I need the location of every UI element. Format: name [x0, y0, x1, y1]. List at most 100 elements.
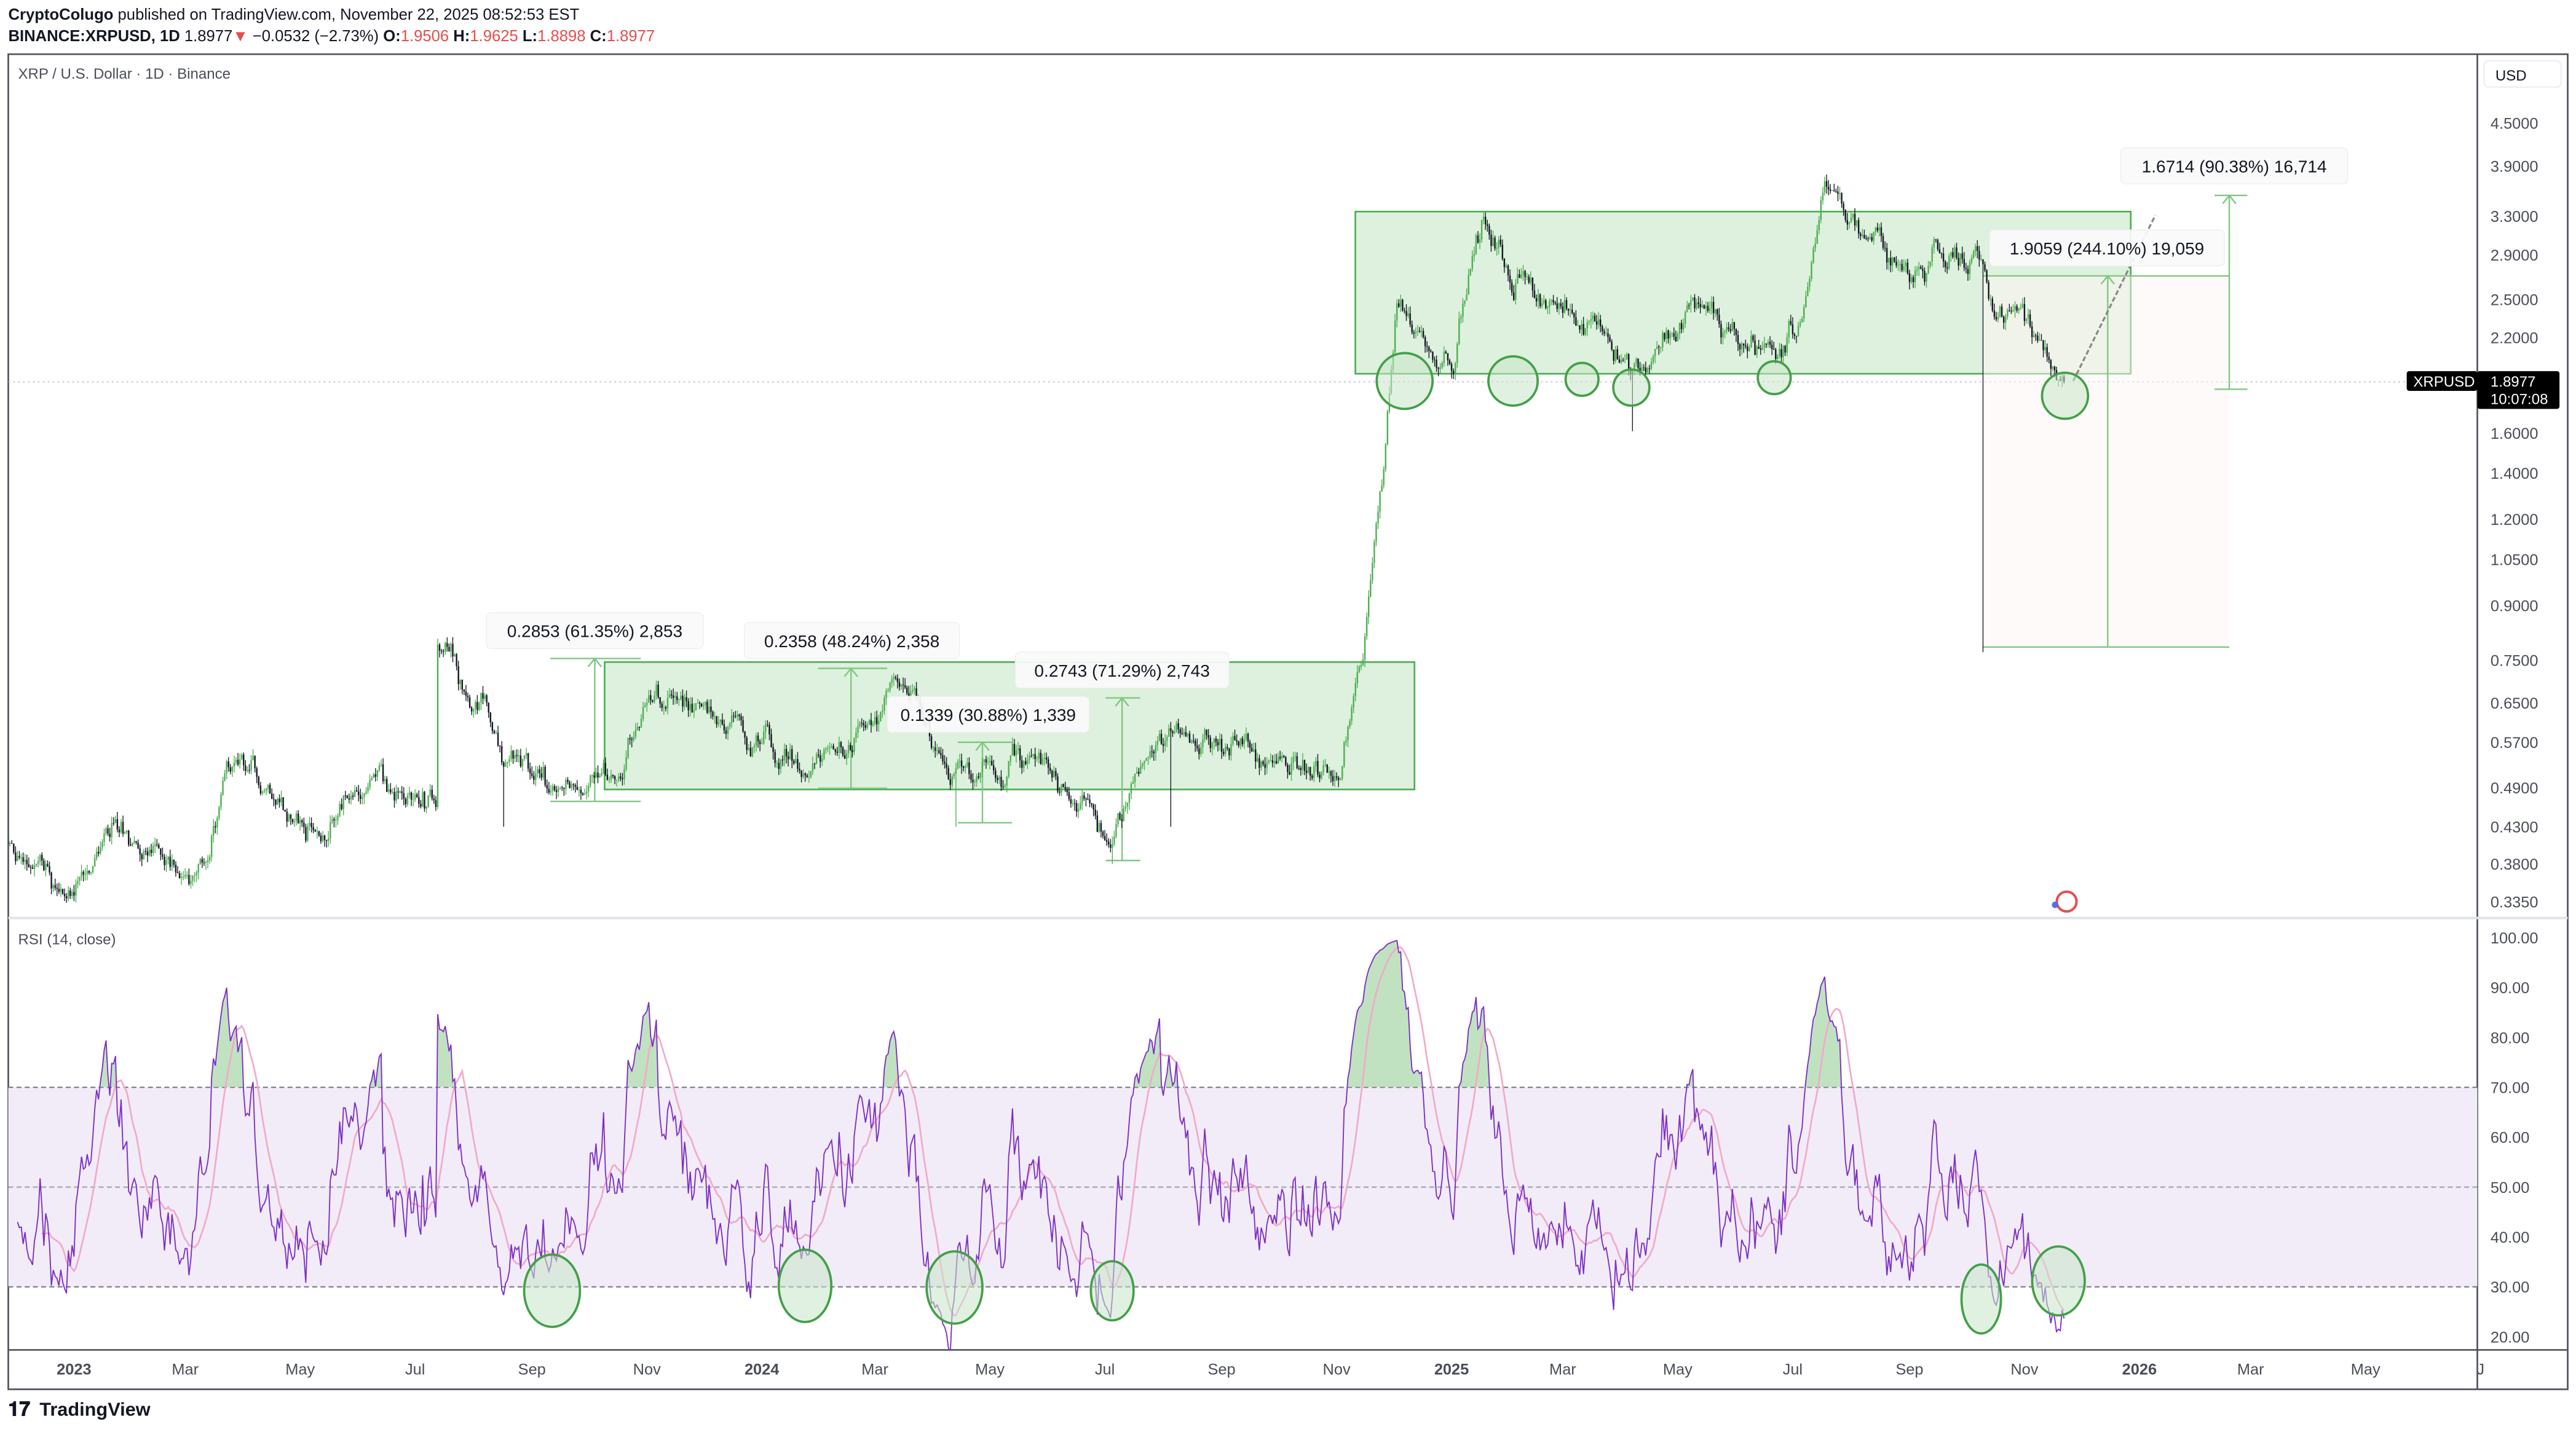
- candle: [705, 701, 706, 710]
- candle: [1030, 748, 1032, 758]
- candle: [1340, 777, 1341, 781]
- candle: [133, 836, 135, 844]
- projection-path[interactable]: [2072, 214, 2157, 382]
- highlight-circle[interactable]: [925, 1250, 984, 1325]
- highlight-circle[interactable]: [1375, 352, 1434, 411]
- candle: [625, 750, 627, 772]
- candle: [229, 764, 231, 774]
- time-tick: Jul: [1783, 1361, 1803, 1378]
- highlight-circle[interactable]: [1089, 1260, 1135, 1322]
- candle: [666, 690, 669, 715]
- candle: [1831, 189, 1833, 191]
- candle: [1029, 752, 1030, 765]
- candle: [405, 797, 407, 808]
- price-tick: 0.3800: [2491, 856, 2538, 873]
- candle: [987, 757, 989, 766]
- candle: [970, 770, 972, 784]
- highlight-circle[interactable]: [1487, 355, 1539, 407]
- price-tick: 1.6000: [2491, 425, 2538, 443]
- candle: [1829, 184, 1831, 194]
- measure-tool[interactable]: [957, 741, 1013, 824]
- candle: [1113, 830, 1115, 846]
- candle: [342, 795, 344, 816]
- candle: [781, 755, 784, 766]
- candle: [1903, 259, 1905, 272]
- oversold-circles[interactable]: [523, 1245, 2086, 1335]
- measure-tool[interactable]: [550, 657, 641, 803]
- measure-tools[interactable]: [550, 194, 2248, 862]
- candle: [1294, 752, 1296, 762]
- events-icon[interactable]: [2052, 890, 2078, 913]
- candle: [930, 734, 933, 750]
- measure-tool[interactable]: [1105, 696, 1140, 862]
- highlight-circle[interactable]: [1756, 360, 1792, 396]
- currency-button[interactable]: [2483, 60, 2562, 88]
- candle: [753, 743, 756, 753]
- highlight-circle[interactable]: [777, 1248, 833, 1323]
- candle: [1335, 772, 1338, 781]
- price-pane[interactable]: 0.2853 (61.35%) 2,853 0.2358 (48.24%) 2,3…: [0, 147, 2478, 913]
- highlight-circle[interactable]: [1612, 368, 1651, 407]
- candle: [1950, 251, 1952, 262]
- candle: [1654, 348, 1656, 363]
- candle: [1200, 742, 1202, 757]
- candle: [1123, 805, 1124, 822]
- measure-tool[interactable]: [1983, 274, 2230, 648]
- candle: [2033, 331, 2035, 338]
- candle: [813, 763, 816, 769]
- candle: [90, 871, 92, 876]
- highlight-circle[interactable]: [2041, 371, 2090, 420]
- candle: [783, 743, 786, 766]
- candle: [427, 795, 429, 808]
- candle: [551, 783, 554, 796]
- candle: [725, 726, 727, 739]
- price-axis[interactable]: 4.5000 3.9000 3.3000 2.9000 2.5000 2.2000 1.60…: [2491, 116, 2538, 911]
- candle: [2002, 315, 2005, 329]
- measure-tool[interactable]: [818, 667, 888, 789]
- candle: [82, 870, 84, 882]
- candle: [1313, 761, 1315, 782]
- candle: [800, 770, 802, 783]
- rsi-pane[interactable]: [8, 940, 2478, 1353]
- candle: [267, 784, 269, 793]
- candle: [1645, 361, 1646, 376]
- candle: [770, 728, 772, 748]
- candle: [463, 689, 465, 695]
- candle: [397, 787, 399, 800]
- candle: [738, 714, 740, 721]
- candle: [235, 757, 237, 766]
- candle: [371, 776, 373, 781]
- candle: [1763, 336, 1766, 353]
- highlight-circle[interactable]: [2031, 1245, 2086, 1317]
- candle: [1660, 346, 1662, 353]
- candle: [808, 770, 810, 783]
- candle: [408, 787, 411, 799]
- rsi-ma-line: [41, 946, 2065, 1317]
- candle: [672, 688, 674, 705]
- candle: [309, 816, 310, 831]
- highlight-circle[interactable]: [1960, 1263, 2002, 1335]
- candle: [1571, 303, 1573, 315]
- candle: [35, 864, 38, 868]
- tradingview-logo[interactable]: 𝟏𝟕 TradingView: [8, 1398, 150, 1420]
- candle: [320, 832, 322, 844]
- candle: [1188, 731, 1191, 744]
- candle: [325, 840, 328, 848]
- support-circles[interactable]: [1375, 352, 2090, 420]
- candle: [1411, 320, 1413, 335]
- rsi-axis[interactable]: 100.00 90.00 80.00 70.00 60.00 50.00 40.00 30.0…: [2491, 930, 2538, 1346]
- candle: [663, 700, 665, 715]
- candle: [1690, 294, 1692, 313]
- highlight-circle[interactable]: [523, 1253, 582, 1328]
- price-tick: 0.4300: [2491, 819, 2538, 836]
- candle: [403, 787, 405, 806]
- candle: [1345, 736, 1347, 746]
- candle: [1070, 795, 1072, 808]
- highlight-circle[interactable]: [1564, 361, 1600, 397]
- measure-tool[interactable]: [2214, 194, 2248, 390]
- candle: [889, 682, 891, 693]
- candle: [1505, 263, 1507, 269]
- candle: [1473, 246, 1476, 262]
- time-axis[interactable]: 2023 Mar May Jul Sep Nov 2024 Mar May Jul Sep Nov 20…: [57, 1361, 2484, 1378]
- candle: [678, 698, 680, 706]
